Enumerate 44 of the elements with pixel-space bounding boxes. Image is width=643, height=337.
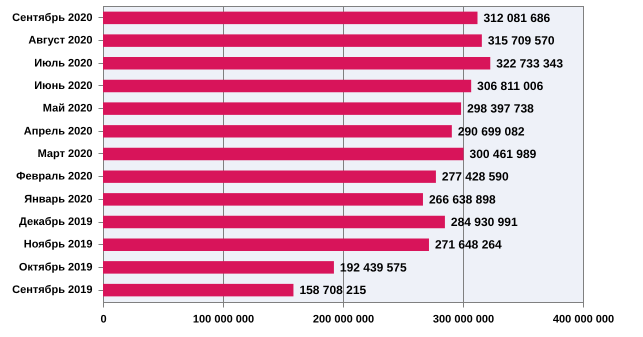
bar bbox=[103, 12, 478, 24]
y-tick-label: Март 2020 bbox=[38, 148, 92, 160]
bar bbox=[103, 261, 334, 274]
x-tick-label: 100 000 000 bbox=[192, 314, 254, 326]
bar bbox=[103, 170, 436, 183]
y-tick-label: Октябрь 2019 bbox=[18, 261, 92, 274]
y-tick-label: Май 2020 bbox=[42, 102, 92, 115]
data-label: 290 699 082 bbox=[458, 124, 525, 138]
data-label: 322 733 343 bbox=[496, 56, 564, 70]
bar bbox=[103, 284, 294, 296]
x-tick-label: 300 000 000 bbox=[432, 314, 494, 326]
y-tick-label: Апрель 2020 bbox=[24, 125, 92, 138]
x-tick-label: 200 000 000 bbox=[312, 314, 374, 326]
bar bbox=[103, 34, 482, 47]
y-tick-label: Декабрь 2019 bbox=[18, 216, 92, 228]
y-tick-label: Сентябрь 2019 bbox=[12, 284, 92, 296]
bar bbox=[103, 238, 429, 251]
y-tick-label: Февраль 2020 bbox=[16, 170, 92, 183]
y-tick-label: Июль 2020 bbox=[34, 57, 92, 70]
y-tick-label: Сентябрь 2020 bbox=[12, 12, 92, 24]
bar bbox=[103, 216, 445, 228]
bar bbox=[103, 80, 472, 92]
data-label: 284 930 991 bbox=[450, 215, 518, 230]
bar bbox=[103, 57, 490, 70]
data-label: 192 439 575 bbox=[340, 260, 407, 274]
y-tick-label: Август 2020 bbox=[28, 34, 92, 47]
data-label: 158 708 215 bbox=[299, 283, 367, 298]
data-label: 300 461 989 bbox=[470, 147, 537, 161]
data-label: 298 397 738 bbox=[467, 102, 534, 116]
data-label: 315 709 570 bbox=[488, 34, 555, 48]
y-tick-label: Июнь 2020 bbox=[34, 80, 92, 92]
data-label: 277 428 590 bbox=[442, 170, 509, 184]
y-tick-label: Ноябрь 2019 bbox=[24, 238, 92, 251]
data-label: 312 081 686 bbox=[484, 10, 551, 25]
bar bbox=[103, 193, 423, 206]
x-tick-label: 0 bbox=[100, 314, 107, 326]
data-label: 306 811 006 bbox=[477, 78, 544, 93]
bar bbox=[103, 102, 462, 115]
bar bbox=[103, 125, 452, 138]
x-tick-label: 400 000 000 bbox=[552, 314, 614, 326]
bar bbox=[103, 148, 464, 160]
data-label: 266 638 898 bbox=[428, 192, 496, 206]
data-label: 271 648 264 bbox=[434, 238, 502, 252]
y-tick-label: Январь 2020 bbox=[24, 193, 92, 206]
